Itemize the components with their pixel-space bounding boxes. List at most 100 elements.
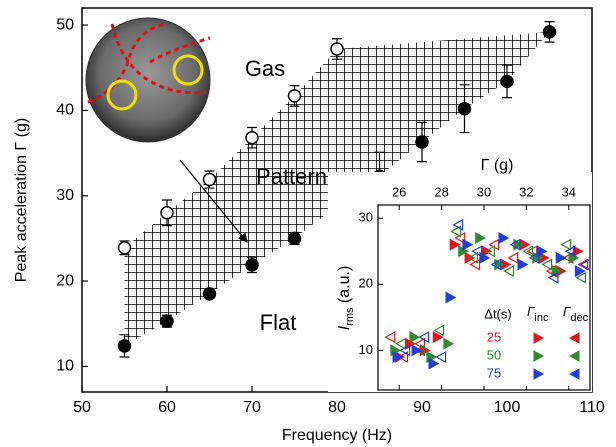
region-label: Patterns [256, 164, 338, 189]
legend-header-sub: inc [534, 312, 549, 324]
data-point [245, 130, 259, 145]
arrow [179, 159, 248, 243]
inset-point [464, 251, 476, 264]
legend-header-sub: dec [570, 312, 588, 324]
inset-point [490, 258, 502, 271]
inset-point [428, 357, 440, 370]
inset-point [564, 245, 576, 258]
legend-swatch [568, 332, 580, 344]
data-point [245, 258, 259, 272]
inset-x-tick-label: 30 [477, 184, 491, 199]
legend-swatch [533, 350, 545, 362]
photo [85, 17, 211, 143]
legend-swatch [533, 332, 545, 344]
inset-point [452, 218, 464, 231]
inset-point [522, 245, 534, 258]
inset-point [471, 245, 483, 258]
x-tick-label: 50 [73, 399, 91, 416]
data-point [202, 172, 217, 187]
inset-point [414, 344, 425, 357]
inset-point [560, 238, 572, 251]
inset-point [572, 245, 584, 258]
inset-y-label-rest: (a.u.) [336, 266, 353, 308]
inset-y-label-main: I [336, 325, 353, 330]
inset-x-tick-label: 34 [562, 184, 576, 199]
data-point [542, 25, 557, 39]
y-tick-label: 20 [56, 272, 74, 289]
photo-inset [85, 17, 211, 143]
x-axis-label: Frequency (Hz) [282, 427, 392, 444]
legend-header-main: Γ [563, 304, 571, 319]
x-tick-label: 90 [413, 399, 431, 416]
inset-point [541, 258, 553, 271]
region-label: Gas [245, 56, 285, 81]
inset-point [411, 344, 423, 357]
x-tick-label: 110 [579, 399, 605, 416]
inset-point [509, 238, 521, 251]
legend-swatch [568, 350, 580, 362]
inset-point [536, 245, 548, 258]
inset-y-tick-label: 10 [359, 342, 373, 357]
data-point [287, 231, 302, 246]
inset-point [498, 232, 510, 245]
inset-x-label: Γ (g) [481, 157, 514, 174]
y-tick-label: 50 [56, 16, 74, 33]
data-point [457, 101, 472, 116]
inset-point [409, 331, 421, 344]
data-point [202, 287, 217, 301]
inset-point [574, 265, 586, 278]
inset-point [579, 258, 591, 271]
inset-x-tick-label: 26 [392, 184, 406, 199]
spiral-marker [172, 54, 204, 86]
y-tick-label: 30 [56, 187, 74, 204]
data-point [287, 89, 302, 103]
inset-point [414, 337, 425, 350]
inset-point [479, 251, 491, 264]
y-tick-label: 40 [56, 102, 74, 119]
data-point [160, 314, 174, 328]
inset-point [449, 238, 461, 251]
inset-point [418, 331, 430, 344]
inset-point [555, 251, 567, 264]
inset-point [484, 245, 495, 258]
inset-point [435, 350, 447, 363]
inset-point [433, 324, 445, 337]
inset-point [450, 225, 462, 238]
inset-point [443, 337, 455, 350]
x-tick-label: 70 [243, 399, 261, 416]
data-point [415, 135, 429, 149]
inset-y-label: Irms (a.u.) [336, 266, 356, 331]
x-tick-label: 100 [494, 399, 521, 416]
inset-point [395, 337, 406, 350]
inset-y-tick-label: 30 [359, 210, 373, 225]
data-point [117, 339, 132, 353]
inset-point [445, 291, 457, 304]
inset-y-tick-label: 20 [359, 276, 373, 291]
data-point [500, 74, 514, 89]
inset-point [384, 331, 396, 344]
inset-point [467, 251, 478, 264]
inset-point [577, 258, 589, 271]
legend-label: 25 [487, 329, 501, 344]
legend-header: Δt(s) [484, 306, 511, 321]
legend-label: 75 [487, 365, 501, 380]
inset-point [392, 350, 404, 363]
inset-point [575, 271, 587, 284]
inset-point [399, 344, 411, 357]
front-line [87, 22, 166, 104]
spiral-marker [106, 79, 138, 111]
y-tick-label: 10 [56, 358, 74, 375]
inset-point [528, 251, 540, 264]
inset-point [503, 265, 515, 278]
legend-header-main: Γ [527, 304, 535, 319]
inset-point [462, 238, 474, 251]
data-point [117, 241, 132, 255]
legend-swatch [568, 368, 580, 380]
x-tick-label: 60 [158, 399, 176, 416]
inset-point [547, 271, 559, 284]
inset-point [432, 331, 444, 344]
inset-y-label-sub: rms [344, 307, 356, 326]
region-label: Flat [260, 310, 297, 335]
